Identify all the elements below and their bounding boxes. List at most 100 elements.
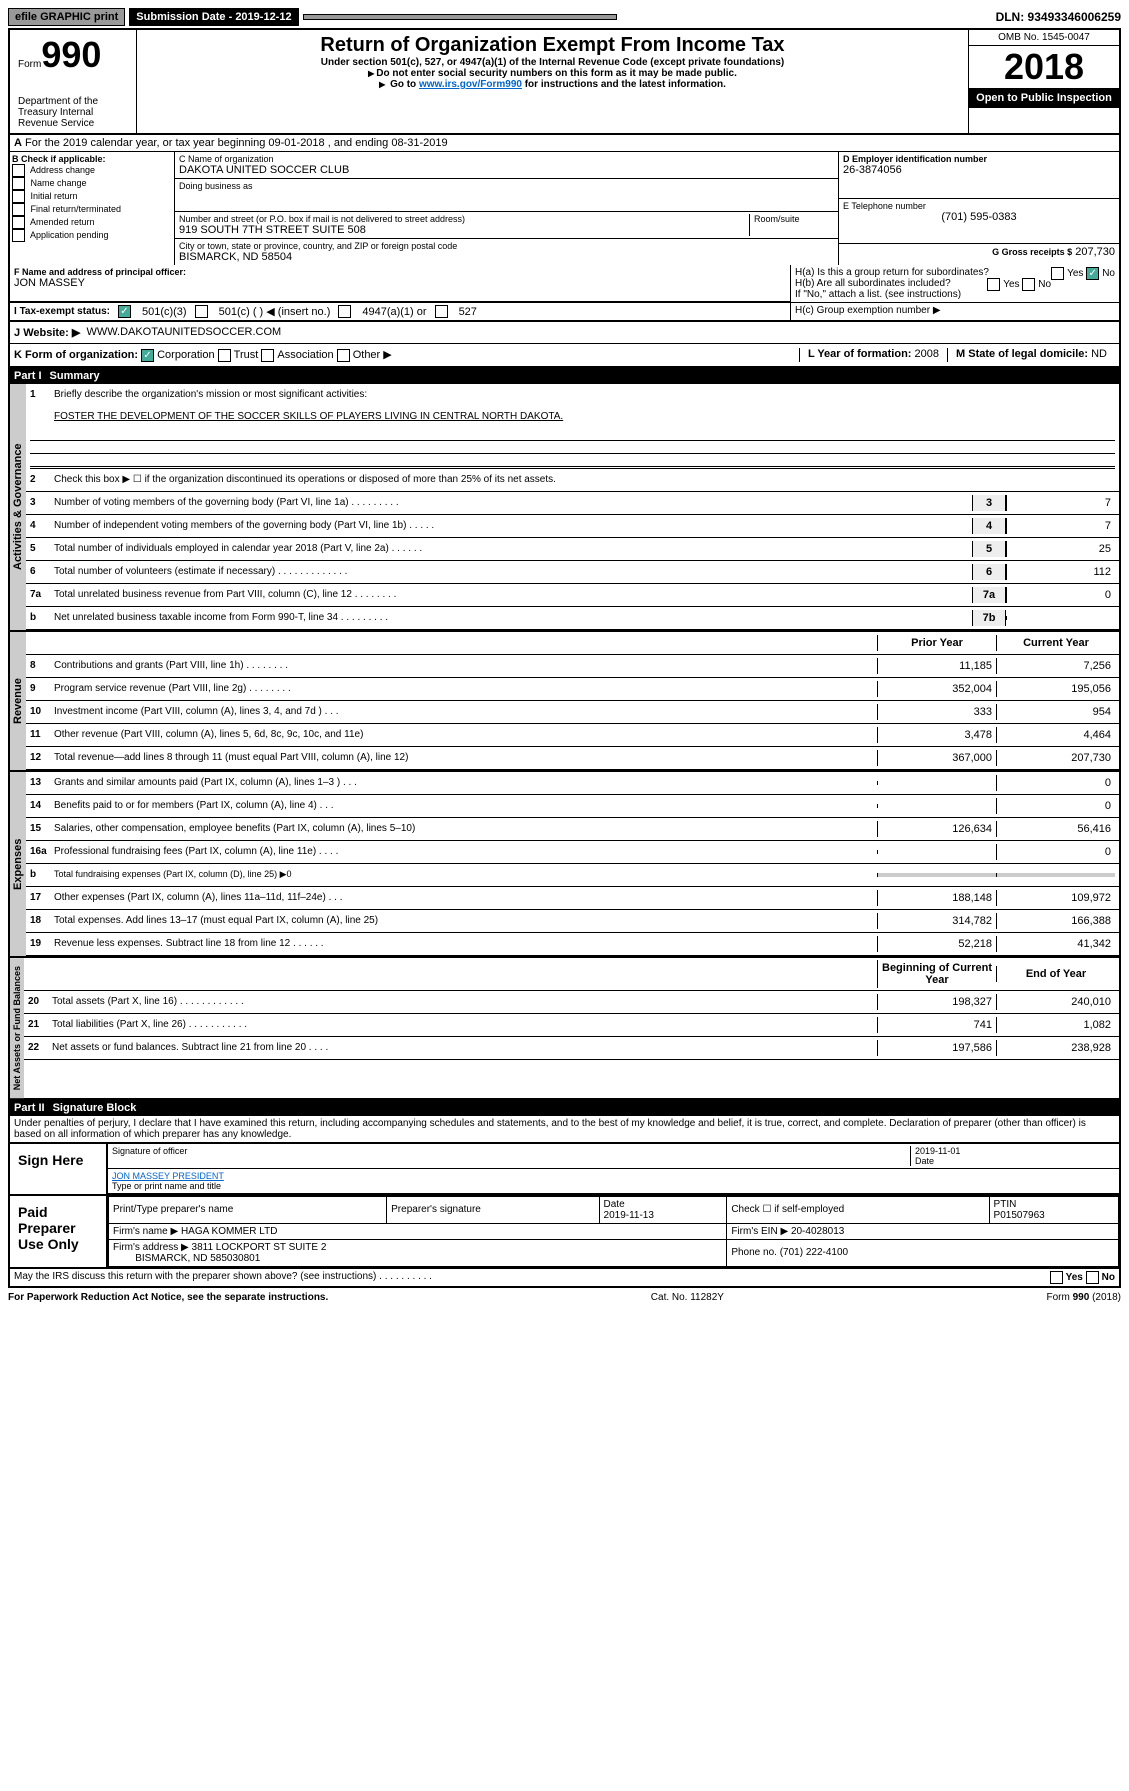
ptin-label: PTIN — [994, 1199, 1017, 1210]
efile-button[interactable]: efile GRAPHIC print — [8, 8, 125, 26]
officer-name: JON MASSEY — [14, 277, 786, 289]
room-label: Room/suite — [754, 214, 834, 224]
discuss-text: May the IRS discuss this return with the… — [14, 1271, 1050, 1284]
period-text: A For the 2019 calendar year, or tax yea… — [10, 135, 1119, 152]
gross-label: G Gross receipts $ — [992, 247, 1072, 257]
mission-text: FOSTER THE DEVELOPMENT OF THE SOCCER SKI… — [54, 411, 1115, 422]
i-label: I Tax-exempt status: — [14, 306, 110, 317]
end-year-header: End of Year — [996, 966, 1115, 982]
firm-addr: 3811 LOCKPORT ST SUITE 2 — [192, 1242, 327, 1253]
other-checkbox[interactable] — [337, 349, 350, 362]
hb-text: H(b) Are all subordinates included? — [795, 278, 951, 289]
b-option-checkbox[interactable] — [12, 229, 25, 242]
dba-label: Doing business as — [179, 181, 834, 191]
discuss-no-checkbox[interactable] — [1086, 1271, 1099, 1284]
officer-name-sig[interactable]: JON MASSEY PRESIDENT — [112, 1171, 224, 1181]
501c3-label: 501(c)(3) — [142, 306, 187, 318]
paperwork-text: For Paperwork Reduction Act Notice, see … — [8, 1292, 328, 1303]
ptin-value: P01507963 — [994, 1210, 1045, 1221]
no-label: No — [1102, 268, 1115, 279]
b-option-checkbox[interactable] — [12, 177, 25, 190]
assoc-checkbox[interactable] — [261, 349, 274, 362]
part2-sub: Signature Block — [53, 1102, 137, 1114]
discuss-no: No — [1102, 1272, 1115, 1283]
b-option-checkbox[interactable] — [12, 203, 25, 216]
declaration-text: Under penalties of perjury, I declare th… — [8, 1116, 1121, 1144]
firm-name-label: Firm's name ▶ — [113, 1226, 178, 1237]
hb-yes-checkbox[interactable] — [987, 278, 1000, 291]
ha-text: H(a) Is this a group return for subordin… — [795, 267, 989, 278]
discuss-yes: Yes — [1066, 1272, 1083, 1283]
b-title: B Check if applicable: — [12, 154, 172, 164]
assoc-label: Association — [277, 349, 333, 361]
527-label: 527 — [459, 306, 477, 318]
501c-checkbox[interactable] — [195, 305, 208, 318]
form-footer: Form 990 (2018) — [1047, 1292, 1121, 1303]
officer-label: F Name and address of principal officer: — [14, 267, 786, 277]
org-name: DAKOTA UNITED SOCCER CLUB — [179, 164, 834, 176]
firm-name: HAGA KOMMER LTD — [181, 1226, 278, 1237]
k-label: K Form of organization: — [14, 349, 138, 361]
part1-title: Part I — [14, 370, 42, 382]
irs-link[interactable]: www.irs.gov/Form990 — [419, 79, 522, 90]
discuss-yes-checkbox[interactable] — [1050, 1271, 1063, 1284]
sub3-post: for instructions and the latest informat… — [522, 79, 726, 90]
l-label: L Year of formation: — [808, 348, 912, 360]
subtitle-2: Do not enter social security numbers on … — [141, 68, 964, 79]
ein-value: 26-3874056 — [843, 164, 1115, 176]
exp-vert-label: Expenses — [10, 772, 26, 956]
ein-label: D Employer identification number — [843, 154, 1115, 164]
current-year-header: Current Year — [996, 635, 1115, 651]
form-number-cell: Form990 Department of the Treasury Inter… — [10, 30, 137, 133]
yes-label-2: Yes — [1003, 279, 1019, 290]
begin-year-header: Beginning of Current Year — [877, 960, 996, 988]
tax-year: 2018 — [969, 46, 1119, 88]
no-label-2: No — [1038, 279, 1051, 290]
form-label: Form — [18, 59, 41, 70]
527-checkbox[interactable] — [435, 305, 448, 318]
addr-label: Number and street (or P.O. box if mail i… — [179, 214, 749, 224]
self-employed-label: Check ☐ if self-employed — [727, 1196, 989, 1223]
firm-ein-label: Firm's EIN ▶ — [731, 1226, 788, 1237]
net-vert-label: Net Assets or Fund Balances — [10, 958, 24, 1098]
l1-label: Briefly describe the organization's miss… — [54, 389, 1115, 400]
b-option-checkbox[interactable] — [12, 164, 25, 177]
section-b: B Check if applicable: Address change Na… — [10, 152, 175, 265]
prep-name-label: Print/Type preparer's name — [109, 1196, 387, 1223]
prep-sig-label: Preparer's signature — [387, 1196, 599, 1223]
website-value: WWW.DAKOTAUNITEDSOCCER.COM — [86, 326, 281, 339]
prep-phone: (701) 222-4100 — [780, 1247, 848, 1258]
c-name-label: C Name of organization — [179, 154, 834, 164]
prep-phone-label: Phone no. — [731, 1247, 777, 1258]
part1-sub: Summary — [50, 370, 100, 382]
paid-preparer-label: Paid Preparer Use Only — [10, 1196, 108, 1267]
city-state-zip: BISMARCK, ND 58504 — [179, 251, 834, 263]
b-option-checkbox[interactable] — [12, 216, 25, 229]
state-domicile: ND — [1091, 348, 1107, 360]
open-public: Open to Public Inspection — [969, 88, 1119, 108]
4947-label: 4947(a)(1) or — [362, 306, 426, 318]
4947-checkbox[interactable] — [338, 305, 351, 318]
sub3-pre: Go to — [390, 79, 419, 90]
l2-text: Check this box ▶ ☐ if the organization d… — [54, 474, 1115, 485]
firm-city: BISMARCK, ND 585030801 — [135, 1253, 260, 1264]
subtitle-3: Go to www.irs.gov/Form990 for instructio… — [141, 79, 964, 90]
rev-vert-label: Revenue — [10, 632, 26, 770]
period-val: For the 2019 calendar year, or tax year … — [25, 137, 448, 149]
part2-title: Part II — [14, 1102, 45, 1114]
dln-text: DLN: 93493346006259 — [996, 10, 1121, 24]
501c3-checkbox[interactable] — [118, 305, 131, 318]
firm-addr-label: Firm's address ▶ — [113, 1242, 189, 1253]
type-name-label: Type or print name and title — [112, 1181, 221, 1191]
corp-checkbox[interactable] — [141, 349, 154, 362]
hb-no-checkbox[interactable] — [1022, 278, 1035, 291]
dept-text: Department of the Treasury Internal Reve… — [18, 96, 128, 129]
trust-checkbox[interactable] — [218, 349, 231, 362]
blank-button — [303, 14, 617, 20]
ha-no-checkbox[interactable] — [1086, 267, 1099, 280]
b-option-checkbox[interactable] — [12, 190, 25, 203]
ha-yes-checkbox[interactable] — [1051, 267, 1064, 280]
submission-button[interactable]: Submission Date - 2019-12-12 — [129, 8, 298, 26]
trust-label: Trust — [234, 349, 259, 361]
hb-note: If "No," attach a list. (see instruction… — [795, 289, 1115, 300]
